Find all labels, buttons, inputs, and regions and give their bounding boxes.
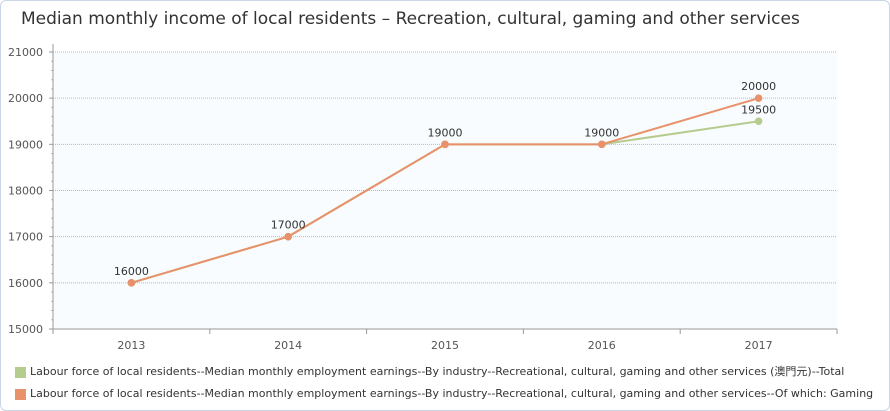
legend-swatch bbox=[15, 366, 26, 378]
line-chart: 15000 16000 17000 18000 19000 20000 21000 2013 2… bbox=[8, 44, 838, 352]
data-point bbox=[598, 140, 606, 149]
data-point bbox=[284, 232, 293, 241]
legend-item-1[interactable]: Labour force of local residents--Median … bbox=[15, 383, 889, 405]
data-label: 19000 bbox=[428, 126, 463, 139]
y-tick-label: 21000 bbox=[8, 46, 43, 59]
x-tick-label: 2016 bbox=[588, 339, 616, 352]
data-point bbox=[441, 140, 449, 149]
data-label: 17000 bbox=[271, 219, 306, 232]
x-tick-label: 2017 bbox=[745, 339, 773, 352]
legend-label: Labour force of local residents--Median … bbox=[30, 387, 874, 400]
legend-label: Labour force of local residents--Median … bbox=[30, 365, 845, 378]
data-point bbox=[127, 279, 136, 287]
data-label: 20000 bbox=[741, 80, 776, 93]
legend-swatch bbox=[15, 388, 26, 400]
y-tick-label: 20000 bbox=[8, 92, 43, 105]
legend-item-0[interactable]: Labour force of local residents--Median … bbox=[15, 361, 889, 383]
data-label: 19500 bbox=[741, 103, 776, 116]
y-tick-label: 18000 bbox=[8, 185, 43, 198]
data-label: 19000 bbox=[584, 126, 619, 139]
x-tick-label: 2013 bbox=[117, 339, 145, 352]
chart-title: Median monthly income of local residents… bbox=[21, 9, 800, 29]
data-point bbox=[754, 94, 763, 102]
y-tick-label: 16000 bbox=[8, 277, 43, 290]
x-tick-label: 2015 bbox=[431, 339, 459, 352]
y-tick-label: 15000 bbox=[8, 323, 43, 336]
y-tick-label: 17000 bbox=[8, 231, 43, 244]
data-label: 16000 bbox=[114, 265, 149, 278]
y-tick-label: 19000 bbox=[8, 138, 43, 151]
data-point bbox=[754, 117, 763, 126]
chart-legend: Labour force of local residents--Median … bbox=[15, 361, 889, 405]
x-tick-label: 2014 bbox=[274, 339, 302, 352]
